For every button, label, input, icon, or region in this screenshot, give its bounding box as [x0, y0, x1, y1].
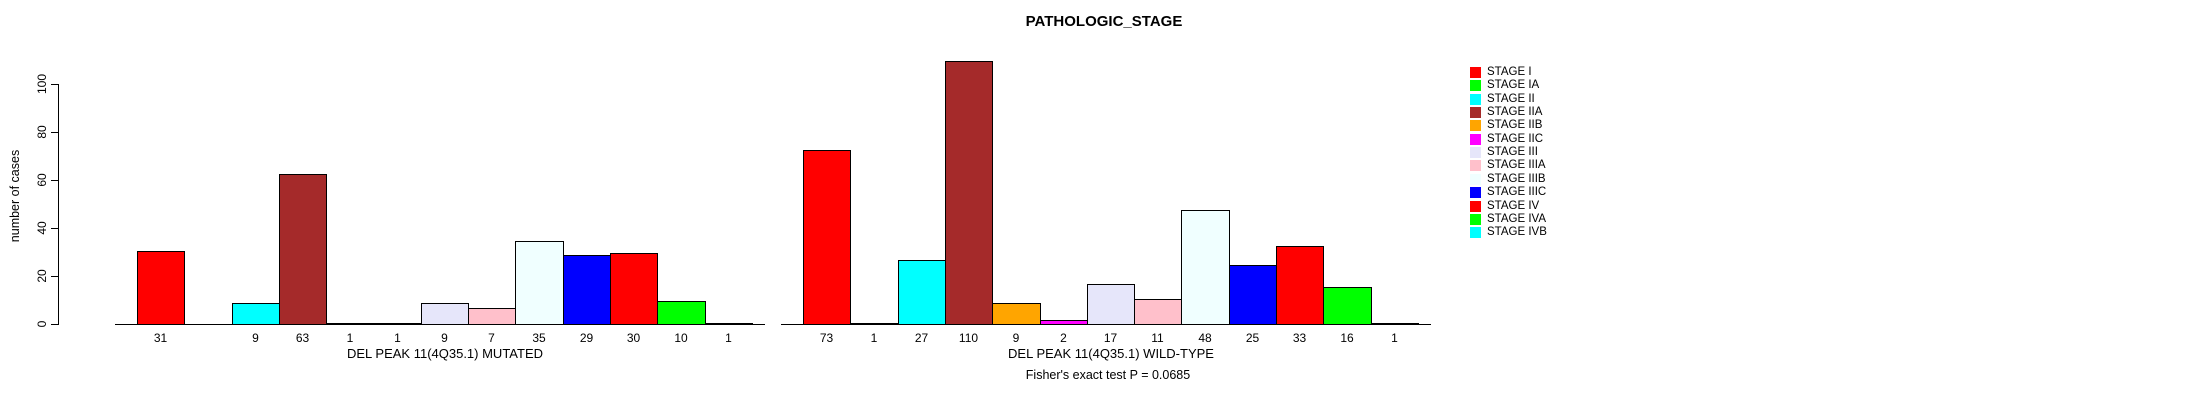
legend-swatch	[1470, 187, 1481, 198]
bar-stage-ivb	[705, 323, 753, 325]
x-axis-label-wildtype: DEL PEAK 11(4Q35.1) WILD-TYPE	[1008, 346, 1214, 361]
legend-swatch	[1470, 120, 1481, 131]
bar-stage-iic	[1040, 320, 1088, 325]
legend-label: STAGE IVB	[1487, 226, 1547, 238]
bar-stage-iia	[279, 174, 327, 325]
bar-value-label: 11	[1151, 331, 1164, 345]
y-tick-mark	[51, 180, 58, 181]
bar-value-label: 29	[579, 331, 594, 345]
legend-label: STAGE IIIC	[1487, 186, 1547, 198]
legend-label: STAGE IA	[1487, 79, 1540, 91]
bar-stage-iiia	[468, 308, 516, 325]
bar-value-label: 1	[725, 331, 732, 345]
y-axis-line	[58, 84, 59, 325]
y-tick-label: 20	[35, 269, 49, 283]
legend-label: STAGE IIC	[1487, 133, 1544, 145]
chart-title: PATHOLOGIC_STAGE	[1025, 13, 1183, 30]
legend-swatch	[1470, 214, 1481, 225]
bar-stage-iiib	[515, 241, 564, 325]
legend-swatch	[1470, 134, 1481, 145]
legend-label: STAGE IIIA	[1487, 159, 1546, 171]
bar-value-label: 1	[870, 331, 878, 345]
bar-stage-iv	[610, 253, 658, 325]
legend-swatch	[1470, 107, 1481, 118]
legend-swatch	[1470, 147, 1481, 158]
y-axis-label: number of cases	[8, 149, 22, 243]
bar-stage-iib	[992, 303, 1041, 325]
y-tick-mark	[51, 84, 58, 85]
bar-value-label: 110	[958, 331, 979, 345]
y-tick-mark	[51, 276, 58, 277]
legend-label: STAGE IV	[1487, 200, 1540, 212]
bar-stage-iib	[326, 323, 375, 325]
bar-stage-ii	[232, 303, 280, 325]
legend-swatch	[1470, 67, 1481, 78]
bar-stage-iic	[374, 323, 422, 325]
bar-value-label: 48	[1198, 331, 1212, 345]
bar-value-label: 1	[1391, 331, 1398, 345]
y-tick-mark	[51, 132, 58, 133]
x-axis-label-mutated: DEL PEAK 11(4Q35.1) MUTATED	[346, 346, 544, 361]
bar-value-label: 9	[252, 331, 259, 345]
bar-stage-iiic	[563, 255, 611, 325]
legend-swatch	[1470, 174, 1481, 185]
bar-stage-i	[137, 251, 185, 325]
bar-stage-iiia	[1134, 299, 1182, 325]
legend-label: STAGE IIB	[1487, 119, 1543, 131]
y-tick-label: 80	[35, 125, 49, 139]
bar-value-label: 9	[441, 331, 448, 345]
bar-value-label: 10	[674, 331, 688, 345]
legend-label: STAGE III	[1487, 146, 1538, 158]
bar-value-label: 16	[1340, 331, 1354, 345]
legend-swatch	[1470, 80, 1481, 91]
bar-stage-iia	[945, 61, 993, 325]
y-tick-label: 40	[35, 221, 49, 235]
legend-swatch	[1470, 160, 1481, 171]
y-tick-label: 0	[35, 320, 49, 328]
bar-value-label: 25	[1245, 331, 1260, 345]
bar-stage-ivb	[1371, 323, 1419, 325]
legend-swatch	[1470, 94, 1481, 105]
bar-stage-iva	[1323, 287, 1372, 325]
bar-value-label: 9	[1012, 331, 1020, 345]
bar-stage-iv	[1276, 246, 1324, 325]
bar-value-label: 2	[1060, 331, 1067, 345]
bar-value-label: 33	[1292, 331, 1307, 345]
bar-value-label: 73	[819, 331, 834, 345]
bar-stage-i	[803, 150, 851, 325]
y-tick-label: 60	[35, 173, 49, 187]
y-tick-mark	[51, 324, 58, 325]
bar-stage-iiic	[1229, 265, 1277, 325]
legend-label: STAGE I	[1487, 66, 1532, 78]
bar-value-label: 17	[1103, 331, 1118, 345]
bar-stage-iva	[657, 301, 706, 325]
bar-value-label: 31	[153, 331, 168, 345]
y-tick-mark	[51, 228, 58, 229]
bar-stage-iiib	[1181, 210, 1230, 325]
bar-value-label: 7	[488, 331, 495, 345]
bar-stage-iii	[1087, 284, 1135, 325]
bar-value-label: 1	[394, 331, 401, 345]
bar-stage-ii	[898, 260, 946, 325]
legend-label: STAGE IIA	[1487, 106, 1543, 118]
bar-value-label: 1	[346, 331, 354, 345]
bar-value-label: 35	[532, 331, 546, 345]
bar-value-label: 30	[626, 331, 641, 345]
bar-stage-iii	[421, 303, 469, 325]
legend-swatch	[1470, 201, 1481, 212]
y-tick-label: 100	[35, 73, 49, 95]
legend-swatch	[1470, 227, 1481, 238]
bar-value-label: 27	[914, 331, 929, 345]
bar-value-label: 63	[295, 331, 310, 345]
fisher-test-pvalue: Fisher's exact test P = 0.0685	[1025, 368, 1191, 382]
legend-label: STAGE IVA	[1487, 213, 1547, 225]
legend-label: STAGE IIIB	[1487, 173, 1546, 185]
legend-label: STAGE II	[1487, 93, 1535, 105]
bar-stage-ia	[850, 323, 899, 325]
